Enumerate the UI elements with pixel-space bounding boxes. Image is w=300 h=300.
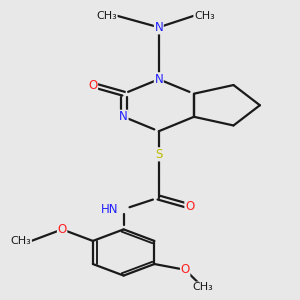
Text: O: O [181, 263, 190, 276]
Text: N: N [154, 73, 163, 86]
Text: S: S [155, 148, 163, 161]
Text: CH₃: CH₃ [96, 11, 117, 21]
Text: O: O [58, 223, 67, 236]
Text: N: N [154, 21, 163, 34]
Text: HN: HN [101, 203, 119, 216]
Text: O: O [185, 200, 194, 213]
Text: CH₃: CH₃ [194, 11, 215, 21]
Text: N: N [119, 110, 128, 123]
Text: CH₃: CH₃ [192, 282, 213, 292]
Text: CH₃: CH₃ [11, 236, 31, 246]
Text: O: O [88, 79, 98, 92]
